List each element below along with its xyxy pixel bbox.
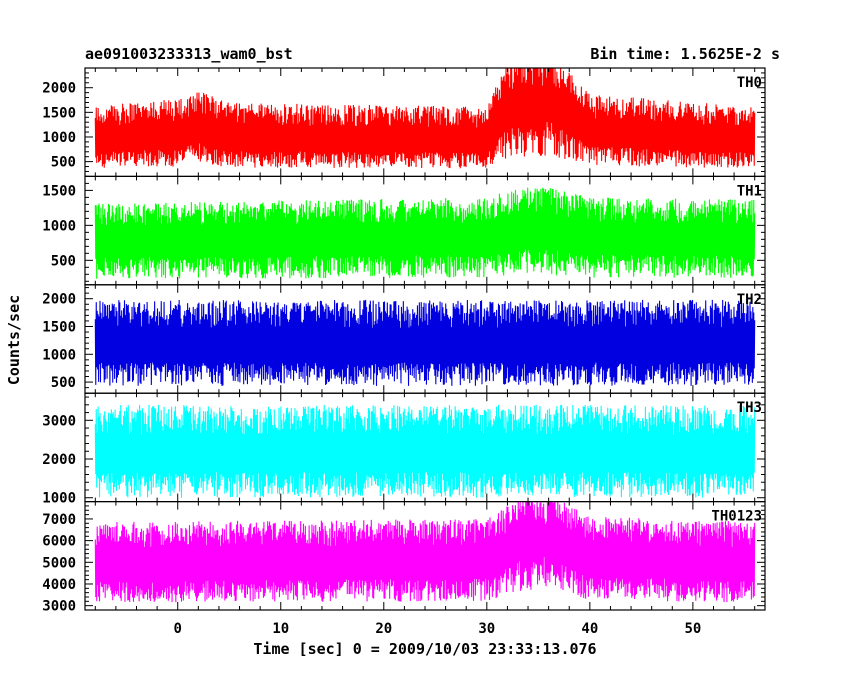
y-tick-label: 2000 [42,452,76,468]
panel-th0: 500 1000 1500 2000 TH0 [42,67,766,178]
y-tick-label: 3000 [42,599,76,615]
series-trace-th1 [94,187,756,279]
y-axis-label: Counts/sec [5,295,23,385]
panel-th1: 500 1000 1500 TH1 [42,175,766,286]
y-tick-label: 2000 [42,81,76,97]
y-tick-label: 6000 [42,534,76,550]
series-trace-th0 [94,68,756,169]
series-trace-th3 [94,404,756,498]
y-tick-label: 500 [51,155,76,171]
panel-th2: 500 1000 1500 2000 TH2 [42,284,766,394]
y-tick-label: 1500 [42,105,76,121]
panel-label-th0123: TH0123 [711,509,762,525]
panel-label-th0: TH0 [737,75,762,91]
panel-th3: 1000 2000 3000 TH3 [42,392,766,507]
y-tick-label: 2000 [42,292,76,308]
y-tick-label: 1000 [42,218,76,234]
x-tick-label: 10 [272,621,289,637]
y-tick-label: 3000 [42,413,76,429]
panel-label-th3: TH3 [737,400,762,416]
x-tick-label: 40 [581,621,598,637]
panel-label-th2: TH2 [737,292,762,308]
x-tick-label: 20 [375,621,392,637]
panel-th0123: 3000 4000 5000 6000 7000 TH0123 [42,501,766,615]
series-trace-th2 [94,299,756,386]
chart-title: ae091003233313_wam0_bst [85,45,293,63]
y-tick-label: 1000 [42,130,76,146]
x-tick-label: 0 [174,621,182,637]
y-tick-label: 500 [51,375,76,391]
y-tick-label: 1500 [42,319,76,335]
series-trace-th0123 [94,501,756,603]
panel-label-th1: TH1 [737,183,762,199]
chart-subtitle: Bin time: 1.5625E-2 s [590,45,780,63]
y-tick-label: 5000 [42,555,76,571]
y-tick-label: 1000 [42,491,76,507]
y-tick-label: 4000 [42,577,76,593]
x-tick-label: 30 [478,621,495,637]
y-tick-label: 7000 [42,512,76,528]
y-tick-label: 500 [51,253,76,269]
x-tick-label: 50 [684,621,701,637]
x-axis-label: Time [sec] 0 = 2009/10/03 23:33:13.076 [253,640,596,658]
y-tick-label: 1000 [42,347,76,363]
y-tick-label: 1500 [42,183,76,199]
